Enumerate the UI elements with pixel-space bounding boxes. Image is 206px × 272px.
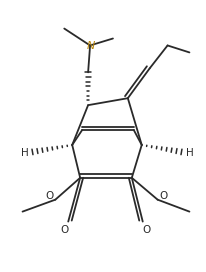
- Text: H: H: [185, 148, 192, 158]
- Text: N: N: [87, 41, 95, 51]
- Text: O: O: [142, 224, 150, 234]
- Text: O: O: [159, 191, 167, 201]
- Text: H: H: [21, 148, 28, 158]
- Text: O: O: [60, 224, 68, 234]
- Text: O: O: [45, 191, 53, 201]
